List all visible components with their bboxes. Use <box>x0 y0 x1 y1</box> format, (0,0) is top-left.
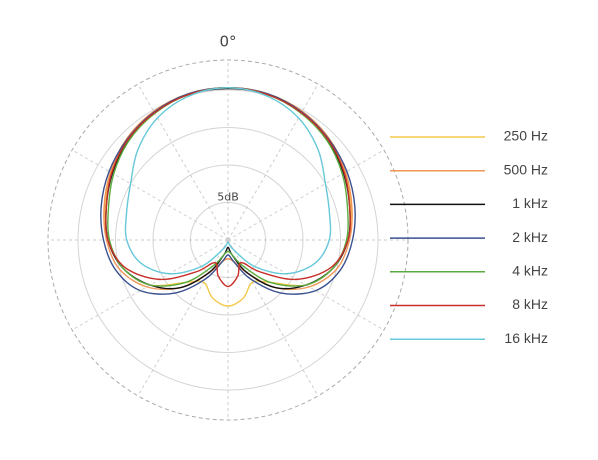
spoke <box>227 83 319 241</box>
angle-label: 0° <box>219 33 236 51</box>
legend-label: 4 kHz <box>512 263 548 279</box>
polar-curve <box>124 87 332 275</box>
legend-label: 1 kHz <box>512 195 548 211</box>
outer-ring <box>47 59 409 421</box>
legend-label: 2 kHz <box>512 229 548 245</box>
polar-curve <box>100 87 356 295</box>
polar-curve <box>105 87 351 290</box>
spoke <box>71 149 229 241</box>
polar-curve <box>107 87 349 287</box>
polar-curve <box>103 87 353 291</box>
spoke <box>137 83 229 241</box>
grid-ring <box>115 127 341 353</box>
legend-label: 8 kHz <box>512 296 548 312</box>
polar-curve <box>105 87 351 288</box>
spoke <box>227 149 385 241</box>
legend-label: 500 Hz <box>504 161 548 177</box>
legend-label: 250 Hz <box>504 128 548 144</box>
legend-label: 16 kHz <box>504 330 548 346</box>
polar-curve <box>103 87 353 307</box>
